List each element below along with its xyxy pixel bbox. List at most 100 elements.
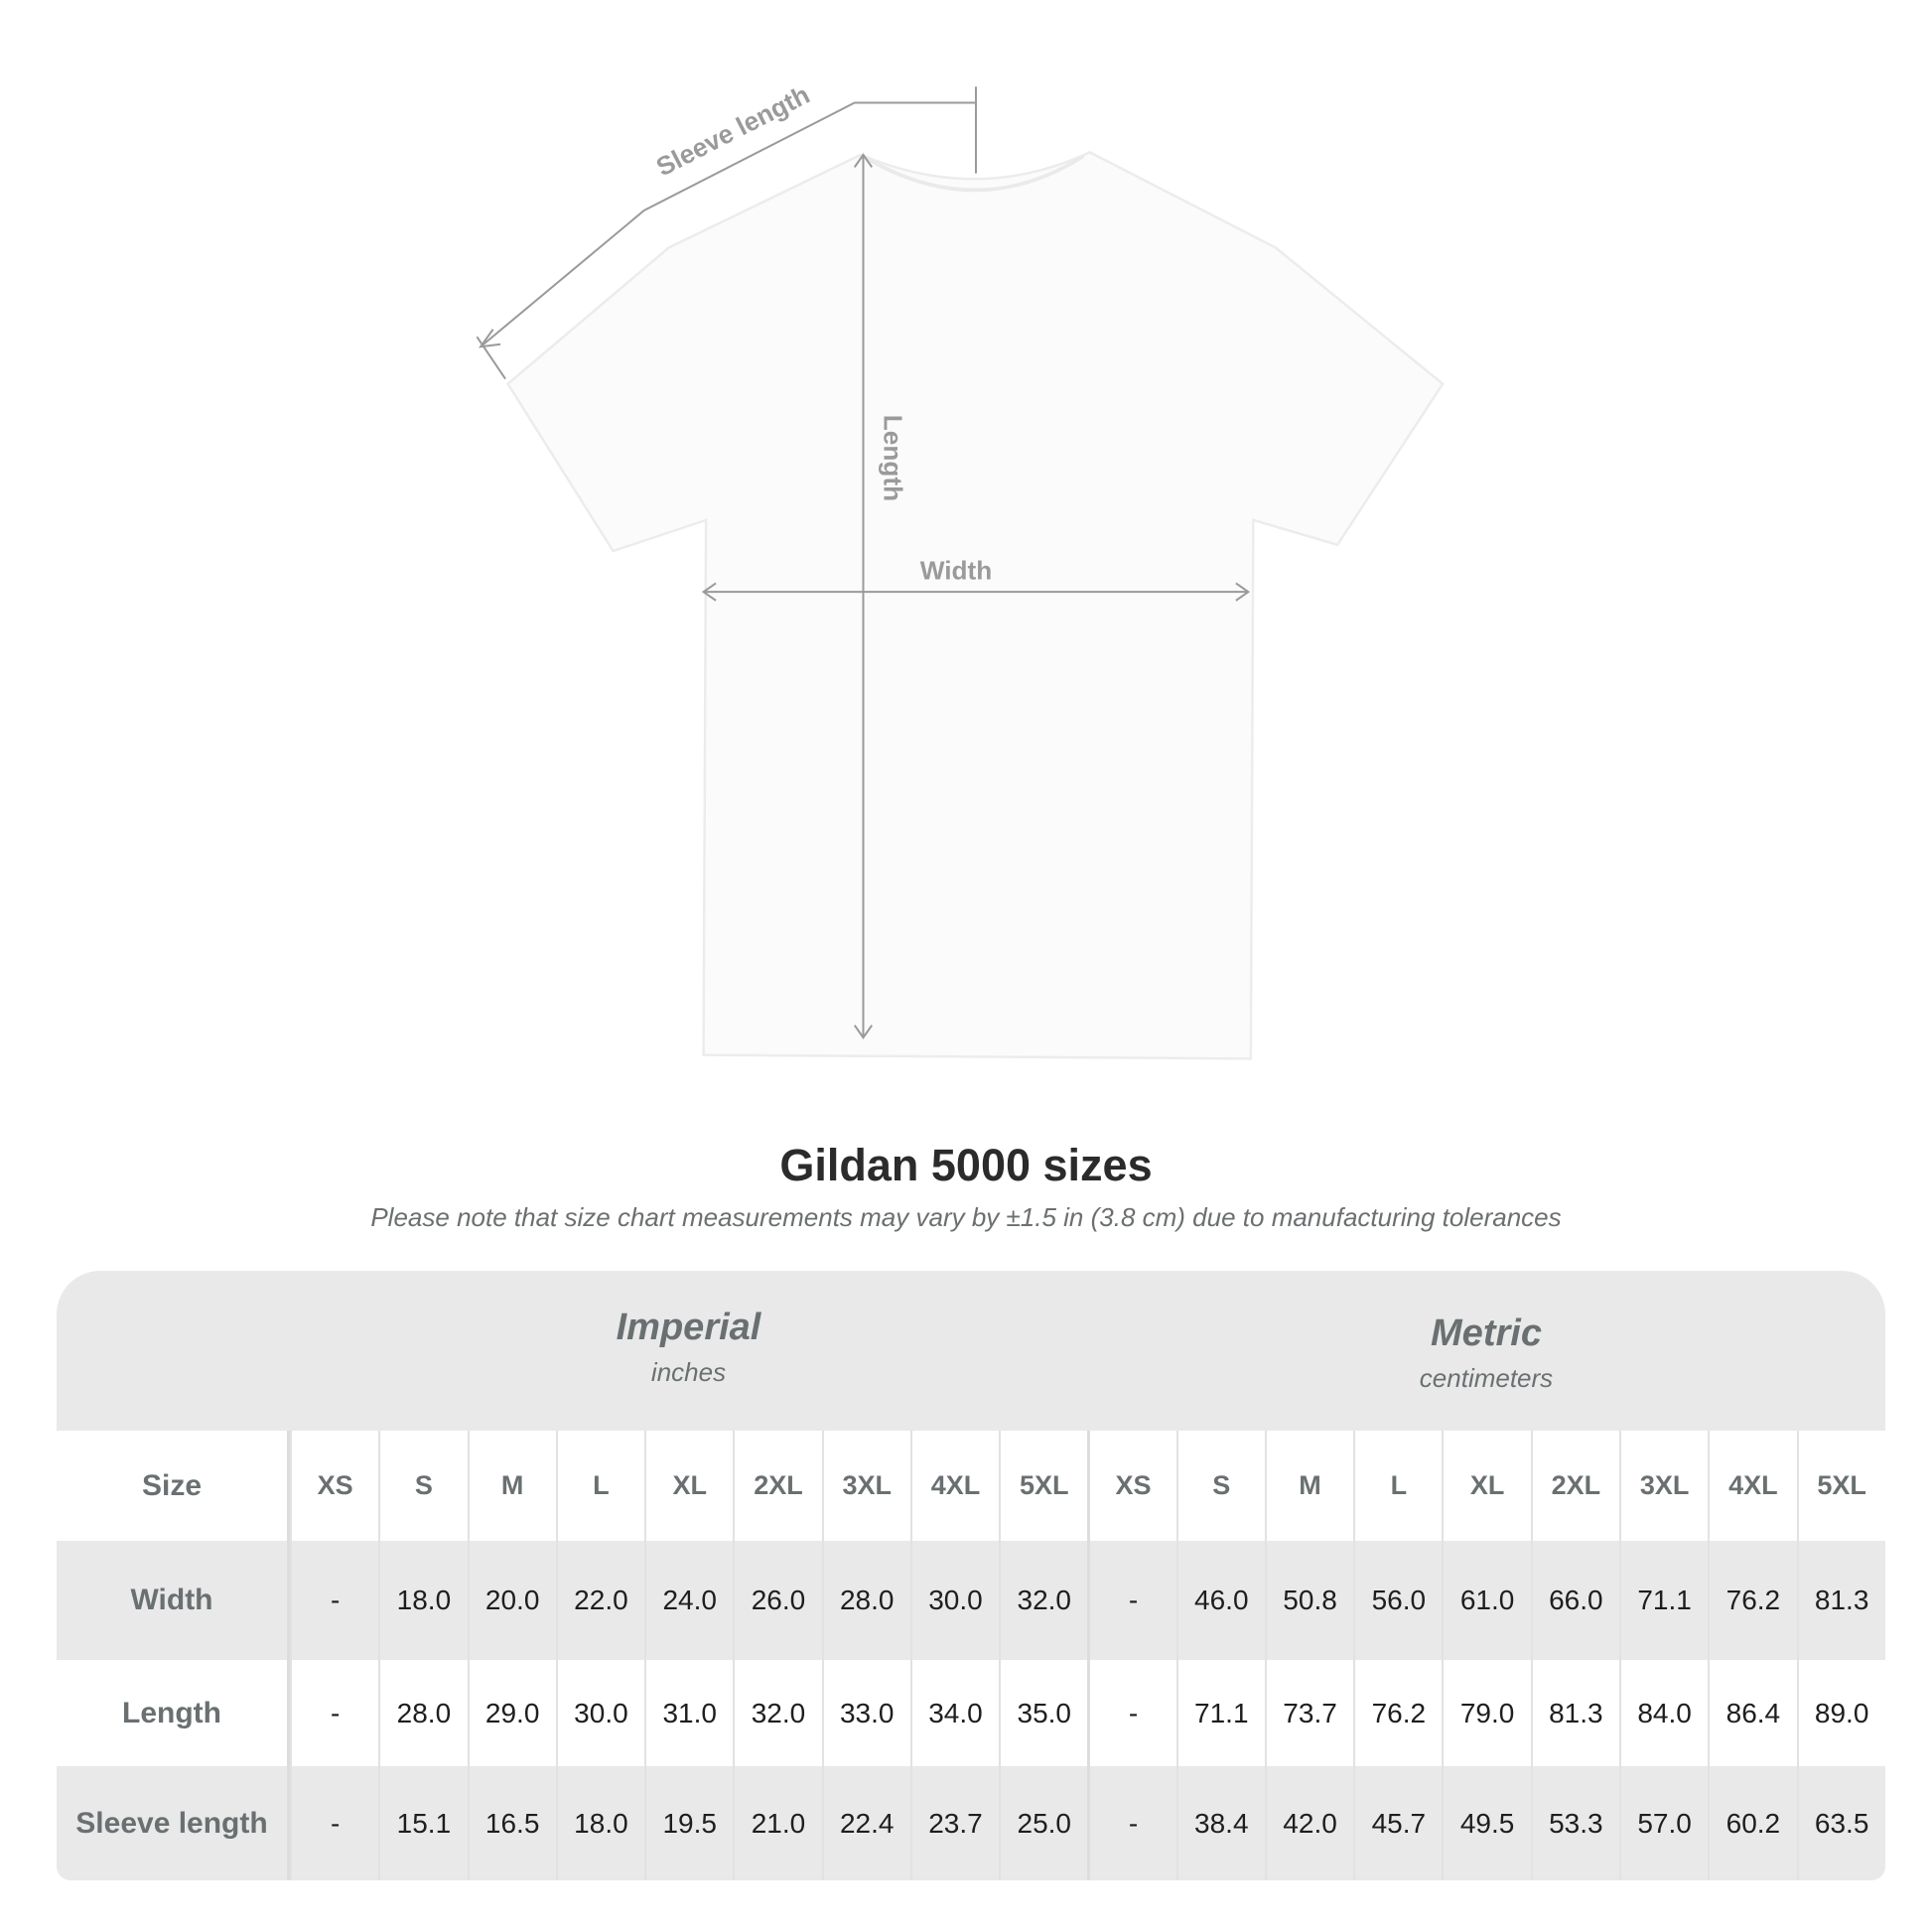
table-row-sleeve-length: Sleeve length -15.1 16.5 18.0 19.5 21.0 22.4 23… [57,1766,1885,1880]
row-label: Length [57,1660,290,1766]
imperial-value: 15.1 [378,1766,467,1880]
size-header-row: Size XS S M L XL 2XL 3XL 4XL 5XL XS S M L XL 2XL 3XL 4XL 5… [57,1431,1885,1541]
imperial-value: 28.0 [821,1541,910,1660]
metric-value: 60.2 [1708,1766,1796,1880]
imperial-value: 33.0 [821,1660,910,1766]
table-header-band [57,1271,1885,1431]
imperial-value: - [290,1541,378,1660]
imperial-value: 22.4 [821,1766,910,1880]
metric-size-5xl: 5XL [1796,1431,1885,1541]
metric-value: 53.3 [1530,1766,1619,1880]
imperial-value: 35.0 [999,1660,1087,1766]
page-title: Gildan 5000 sizes [779,1140,1153,1190]
metric-value: 71.1 [1618,1541,1708,1660]
imperial-value: 24.0 [644,1541,733,1660]
imperial-value: 19.5 [644,1766,733,1880]
imperial-value: 30.0 [909,1541,999,1660]
metric-value: 84.0 [1618,1660,1708,1766]
imperial-value: 26.0 [733,1541,821,1660]
imperial-header: Imperial inches [290,1307,1087,1388]
tolerance-note: Please note that size chart measurements… [370,1202,1562,1232]
imperial-value: 21.0 [733,1766,821,1880]
table-row-length: Length -28.0 29.0 30.0 31.0 32.0 33.0 34.0 35.0-… [57,1660,1885,1766]
imperial-value: 16.5 [467,1766,556,1880]
size-table: Imperial inches Metric centimeters Size X… [57,1271,1885,1880]
tshirt-shape [505,151,1445,1060]
metric-size-2xl: 2XL [1530,1431,1619,1541]
imperial-value: 29.0 [467,1660,556,1766]
metric-size-3xl: 3XL [1618,1431,1708,1541]
metric-title: Metric [1431,1312,1542,1354]
tshirt-diagram: Sleeve length Length Width [476,79,1445,1060]
imperial-value: 23.7 [909,1766,999,1880]
metric-value: 76.2 [1708,1541,1796,1660]
metric-size-xl: XL [1442,1431,1530,1541]
imperial-value: - [290,1660,378,1766]
imperial-size-m: M [467,1431,556,1541]
width-arrow-left-icon [701,582,717,602]
metric-header: Metric centimeters [1087,1312,1885,1394]
metric-size-4xl: 4XL [1708,1431,1796,1541]
imperial-size-2xl: 2XL [733,1431,821,1541]
length-label: Length [879,415,908,501]
metric-size-s: S [1175,1431,1265,1541]
length-arrow-bottom-icon [853,1025,874,1039]
metric-unit: centimeters [1419,1363,1554,1393]
metric-value: 66.0 [1530,1541,1619,1660]
metric-value: 38.4 [1175,1766,1265,1880]
metric-value: 89.0 [1796,1660,1885,1766]
metric-value: 61.0 [1442,1541,1530,1660]
imperial-value: 25.0 [999,1766,1087,1880]
metric-value: 81.3 [1530,1660,1619,1766]
metric-value: 50.8 [1264,1541,1353,1660]
metric-value: - [1087,1541,1175,1660]
sleeve-arrow-icon [478,329,501,348]
imperial-size-l: L [555,1431,644,1541]
metric-value: 71.1 [1175,1660,1265,1766]
size-label: Size [57,1431,290,1541]
imperial-unit: inches [650,1357,727,1387]
metric-size-m: M [1264,1431,1353,1541]
sleeve-length-line [480,101,976,347]
metric-value: 46.0 [1175,1541,1265,1660]
imperial-value: 30.0 [555,1660,644,1766]
imperial-value: 18.0 [378,1541,467,1660]
metric-value: - [1087,1660,1175,1766]
metric-value: 86.4 [1708,1660,1796,1766]
imperial-value: 22.0 [555,1541,644,1660]
metric-value: 81.3 [1796,1541,1885,1660]
metric-value: 79.0 [1442,1660,1530,1766]
imperial-size-xl: XL [644,1431,733,1541]
metric-value: 42.0 [1264,1766,1353,1880]
row-label: Width [57,1541,290,1660]
width-label: Width [920,556,992,586]
metric-value: 56.0 [1353,1541,1442,1660]
imperial-size-4xl: 4XL [909,1431,999,1541]
imperial-size-xs: XS [290,1431,378,1541]
imperial-size-3xl: 3XL [821,1431,910,1541]
metric-value: 45.7 [1353,1766,1442,1880]
imperial-value: 18.0 [555,1766,644,1880]
metric-size-l: L [1353,1431,1442,1541]
length-arrow-top-icon [853,153,874,168]
tshirt-collar [866,154,1085,193]
metric-size-xs: XS [1087,1431,1175,1541]
imperial-value: 34.0 [909,1660,999,1766]
sleeve-label: Sleeve length [651,79,814,182]
imperial-value: 20.0 [467,1541,556,1660]
metric-value: 49.5 [1442,1766,1530,1880]
imperial-size-5xl: 5XL [999,1431,1087,1541]
imperial-value: 28.0 [378,1660,467,1766]
sleeve-start-tick [476,336,506,380]
imperial-value: 32.0 [999,1541,1087,1660]
imperial-title: Imperial [616,1307,761,1348]
imperial-value: - [290,1766,378,1880]
imperial-value: 31.0 [644,1660,733,1766]
metric-value: 73.7 [1264,1660,1353,1766]
imperial-size-s: S [378,1431,467,1541]
metric-value: - [1087,1766,1175,1880]
metric-value: 63.5 [1796,1766,1885,1880]
width-arrow-right-icon [1235,582,1251,602]
table-row-width: Width -18.0 20.0 22.0 24.0 26.0 28.0 30.0 32.0-4… [57,1541,1885,1660]
metric-value: 57.0 [1618,1766,1708,1880]
